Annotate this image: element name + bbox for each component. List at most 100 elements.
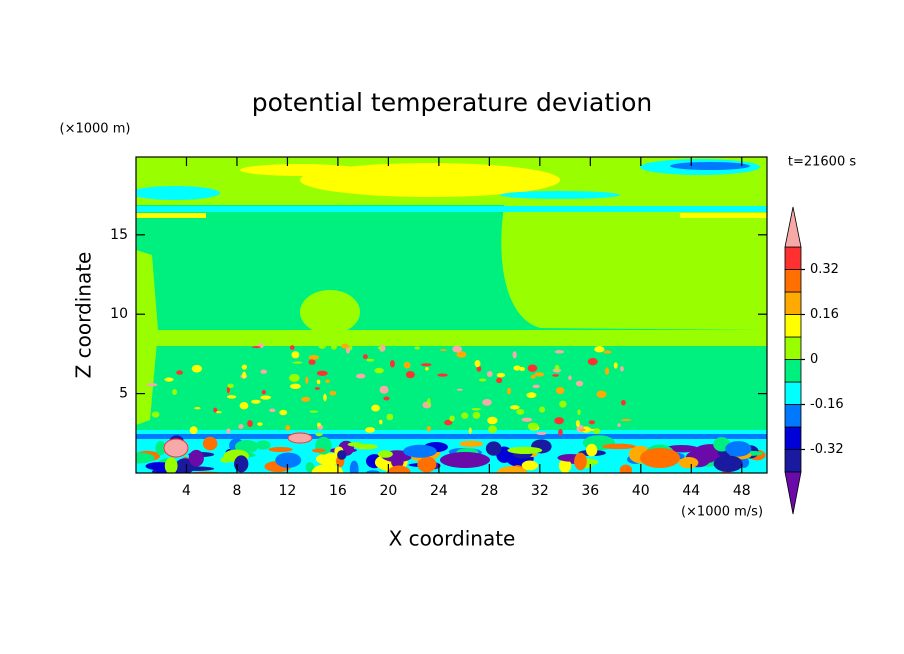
field-spot [426, 425, 431, 432]
colorbar-segment [784, 246, 802, 270]
field-spot [555, 387, 565, 395]
field-spot [414, 346, 420, 350]
field-spot [241, 364, 248, 370]
field-spot [516, 408, 525, 415]
field-spot [386, 413, 394, 421]
field-spot [374, 367, 384, 374]
x-unit: (×1000 m/s) [681, 505, 763, 520]
field-spot [587, 357, 598, 366]
field-spot [331, 343, 337, 350]
x-axis-label: X coordinate [389, 527, 516, 551]
field-spot [527, 364, 538, 372]
field-patch [155, 440, 166, 456]
field-spot [456, 388, 463, 391]
field-spot [510, 405, 520, 410]
field-spot [558, 429, 563, 436]
field-spot [189, 426, 198, 435]
field-patch [305, 462, 315, 473]
x-tick-label: 32 [531, 483, 549, 499]
field-spot [539, 406, 546, 413]
field-spot [568, 375, 572, 381]
field-patch [164, 457, 178, 473]
field-spot [191, 364, 203, 373]
field-spot [559, 400, 567, 408]
field-spot [301, 396, 311, 402]
field-spot [371, 404, 380, 412]
colorbar-extend-low [784, 471, 802, 515]
field-spot [261, 389, 267, 395]
field-spot [420, 363, 432, 367]
x-tick-label: 40 [632, 483, 650, 499]
field-patch [619, 464, 633, 473]
x-tick-label: 44 [682, 483, 700, 499]
field-spot [356, 373, 366, 379]
field-spot [452, 345, 463, 353]
field-spot [172, 389, 178, 396]
field-spot [216, 411, 222, 414]
field-spot [620, 418, 632, 422]
field-patch [189, 471, 222, 473]
field-spot [377, 346, 383, 350]
field-patch [365, 470, 380, 473]
field-spot [437, 373, 448, 377]
x-tick-label: 36 [581, 483, 599, 499]
field-patch [507, 446, 543, 454]
colorbar-segment [784, 426, 802, 450]
field-spot [323, 393, 327, 402]
field-spot [226, 395, 237, 399]
field-spot [496, 372, 506, 378]
field-spot [486, 370, 493, 377]
field-spot [482, 399, 492, 406]
field-patch [521, 460, 539, 471]
field-spot [577, 409, 581, 415]
field-spot [269, 408, 276, 413]
colorbar-tick-label: -0.32 [810, 442, 844, 457]
field-spot [403, 361, 411, 369]
field-spot [476, 365, 482, 372]
field-spot [536, 431, 547, 435]
colorbar-segment [784, 314, 802, 338]
field-spot [227, 383, 234, 388]
field-patch [496, 466, 528, 473]
y-axis-label: Z coordinate [72, 252, 96, 379]
field-spot [487, 416, 498, 425]
colorbar-segment [784, 336, 802, 360]
field-spot [488, 425, 497, 434]
field-spot [530, 374, 536, 379]
field-spot [316, 422, 321, 427]
field-patch [713, 455, 743, 473]
plot-frame [135, 156, 768, 474]
y-unit: (×1000 m) [60, 122, 131, 137]
field-patch [459, 440, 484, 448]
field-spot [291, 351, 300, 359]
x-tick-label: 48 [733, 483, 751, 499]
field-spot [468, 427, 472, 435]
field-spot [507, 387, 512, 395]
field-patch [337, 450, 347, 460]
field-patch [586, 443, 598, 457]
field-patch [377, 450, 393, 458]
field-spot [213, 407, 218, 413]
field-spot [305, 376, 309, 384]
colorbar-segment [784, 404, 802, 428]
field-spot [287, 432, 313, 444]
field-spot [260, 395, 272, 400]
field-patch [602, 443, 636, 450]
field-spot [289, 345, 295, 350]
colorbar-tick-label: 0.16 [810, 307, 839, 322]
field-spot [575, 420, 580, 427]
field-spot [554, 350, 565, 354]
field-spot [379, 419, 383, 425]
field-spot [308, 359, 316, 365]
field-spot [279, 409, 288, 416]
field-spot [513, 365, 522, 371]
field-spot [617, 423, 621, 427]
field-spot [164, 377, 174, 382]
field-patch [386, 465, 412, 473]
field-patch [255, 440, 271, 450]
field-spot [427, 398, 431, 406]
field-spot [512, 351, 517, 359]
field-spot [226, 428, 231, 434]
field-patch [188, 449, 204, 467]
